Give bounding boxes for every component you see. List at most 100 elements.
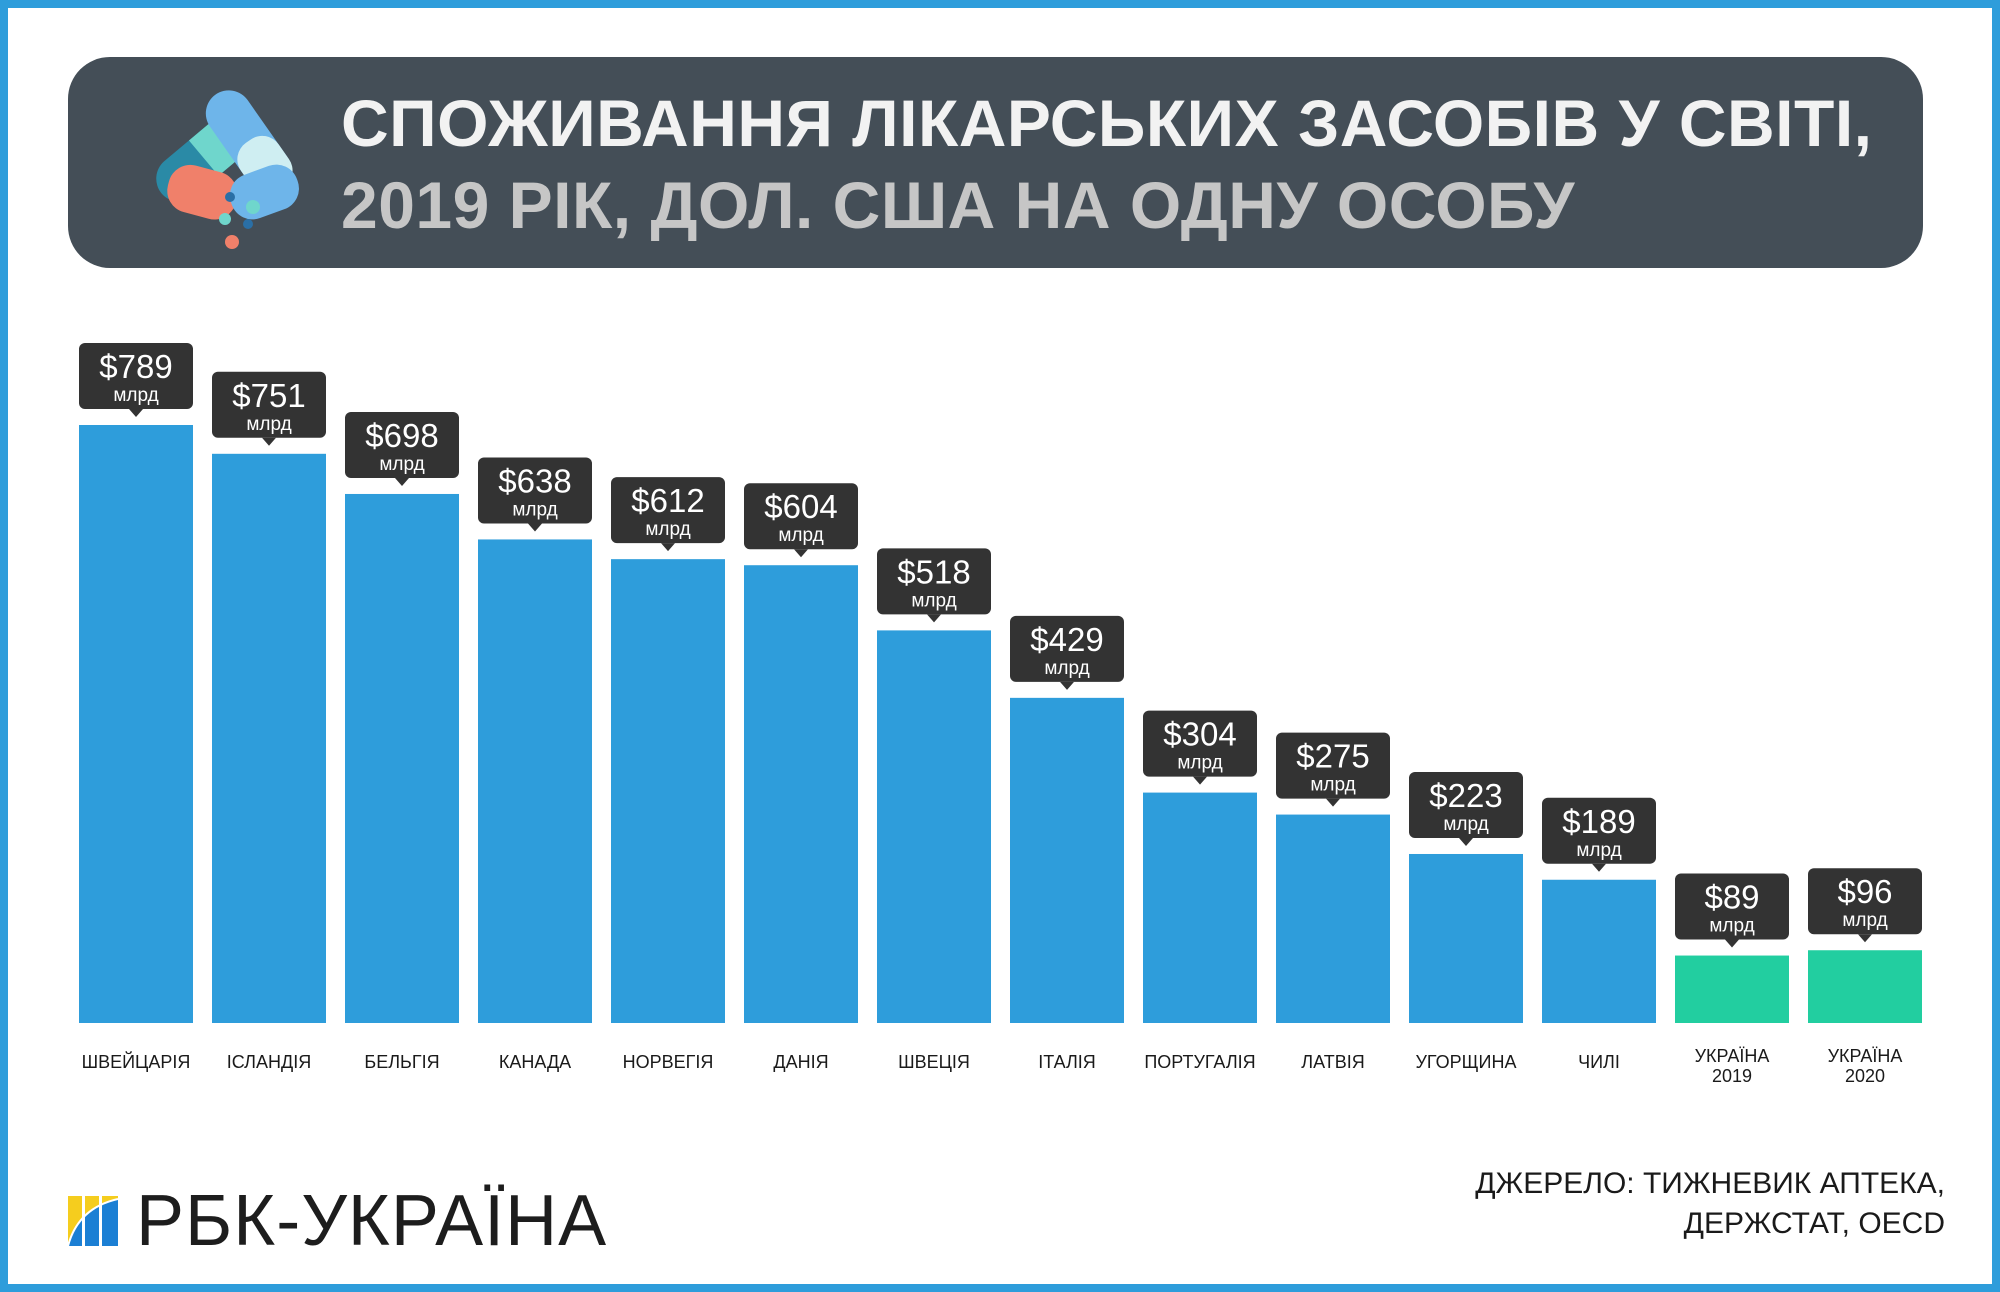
category-label: 2019	[1712, 1066, 1752, 1086]
value-label: $518	[897, 553, 970, 590]
callout-box	[79, 343, 193, 409]
unit-label: млрд	[645, 519, 690, 540]
brand-name: РБК-УКРАЇНА	[136, 1181, 608, 1261]
callout-pointer	[661, 543, 675, 552]
header-banner: СПОЖИВАННЯ ЛІКАРСЬКИХ ЗАСОБІВ У СВІТІ, 2…	[68, 57, 1923, 268]
callout-box	[1808, 868, 1922, 935]
callout-box	[1675, 873, 1789, 940]
callout-pointer	[1592, 863, 1606, 872]
category-label: ЧИЛІ	[1578, 1052, 1620, 1072]
callout-pointer	[1193, 776, 1207, 785]
bar	[478, 539, 592, 1023]
value-label: $429	[1030, 621, 1103, 658]
unit-label: млрд	[246, 414, 291, 435]
value-label: $223	[1429, 777, 1502, 814]
unit-label: млрд	[113, 385, 158, 406]
value-label: $275	[1296, 738, 1369, 775]
bar	[1409, 853, 1523, 1023]
callout-box	[1276, 732, 1390, 799]
bar	[1542, 879, 1656, 1023]
pills-icon	[156, 90, 299, 249]
bar	[611, 559, 725, 1023]
bar	[1143, 792, 1257, 1023]
unit-label: млрд	[379, 454, 424, 475]
bar	[877, 630, 991, 1023]
category-label: ШВЕЦІЯ	[898, 1052, 970, 1072]
bar	[1808, 950, 1922, 1023]
source-note: ДЖЕРЕЛО: ТИЖНЕВИК АПТЕКА, ДЕРЖСТАТ, OECD	[1475, 1164, 1945, 1244]
value-label: $604	[764, 488, 837, 525]
value-label: $189	[1562, 803, 1635, 840]
callout-pointer	[1858, 934, 1872, 943]
value-label: $698	[365, 417, 438, 454]
callout-box	[1542, 797, 1656, 864]
unit-label: млрд	[1842, 910, 1887, 931]
callout-box	[1010, 615, 1124, 682]
rbc-logo-icon	[68, 1196, 118, 1246]
category-label: ІТАЛІЯ	[1038, 1052, 1096, 1072]
callout-box	[744, 483, 858, 550]
unit-label: млрд	[512, 499, 557, 520]
title-line-2: 2019 РІК, ДОЛ. США НА ОДНУ ОСОБУ	[341, 168, 1575, 242]
unit-label: млрд	[911, 590, 956, 611]
unit-label: млрд	[1443, 814, 1488, 835]
value-label: $638	[498, 462, 571, 499]
brand-logo: РБК-УКРАЇНА	[68, 1180, 607, 1262]
callout-pointer	[927, 614, 941, 623]
callout-pointer	[129, 409, 143, 417]
category-label: ПОРТУГАЛІЯ	[1144, 1052, 1255, 1072]
category-label: БЕЛЬГІЯ	[364, 1052, 439, 1072]
category-label: ДАНІЯ	[773, 1052, 828, 1072]
unit-label: млрд	[1177, 753, 1222, 774]
callout-pointer	[794, 549, 808, 558]
bar	[744, 565, 858, 1023]
unit-label: млрд	[1576, 840, 1621, 861]
category-label: 2020	[1845, 1066, 1885, 1086]
bar-chart: $789млрдШВЕЙЦАРІЯ$751млрдІСЛАНДІЯ$698млр…	[79, 343, 1922, 1086]
value-label: $751	[232, 377, 305, 414]
category-label: УГОРЩИНА	[1416, 1052, 1517, 1072]
bar	[79, 425, 193, 1023]
value-label: $612	[631, 482, 704, 519]
callout-box	[611, 477, 725, 544]
bar	[1010, 697, 1124, 1023]
category-label: УКРАЇНА	[1828, 1046, 1903, 1066]
callout-pointer	[1060, 681, 1074, 690]
category-label: КАНАДА	[499, 1052, 571, 1072]
callout-pointer	[1459, 837, 1473, 846]
callout-pointer	[262, 437, 276, 446]
callout-box	[1409, 771, 1523, 838]
category-label: ЛАТВІЯ	[1301, 1052, 1364, 1072]
category-label: УКРАЇНА	[1695, 1046, 1770, 1066]
bar	[1276, 814, 1390, 1023]
callout-pointer	[1725, 939, 1739, 948]
category-label: НОРВЕГІЯ	[623, 1052, 714, 1072]
callout-box	[1143, 710, 1257, 777]
value-label: $89	[1704, 879, 1759, 916]
bar	[1675, 955, 1789, 1023]
unit-label: млрд	[1044, 658, 1089, 679]
callout-box	[345, 411, 459, 478]
unit-label: млрд	[1310, 775, 1355, 796]
value-label: $789	[99, 348, 172, 385]
category-label: ШВЕЙЦАРІЯ	[82, 1051, 191, 1072]
callout-box	[212, 371, 326, 438]
source-line-2: ДЕРЖСТАТ, OECD	[1683, 1207, 1945, 1240]
callout-box	[877, 548, 991, 615]
title-line-1: СПОЖИВАННЯ ЛІКАРСЬКИХ ЗАСОБІВ У СВІТІ,	[341, 86, 1873, 160]
callout-pointer	[528, 523, 542, 532]
unit-label: млрд	[1709, 916, 1754, 937]
unit-label: млрд	[778, 525, 823, 546]
category-label: ІСЛАНДІЯ	[227, 1052, 311, 1072]
